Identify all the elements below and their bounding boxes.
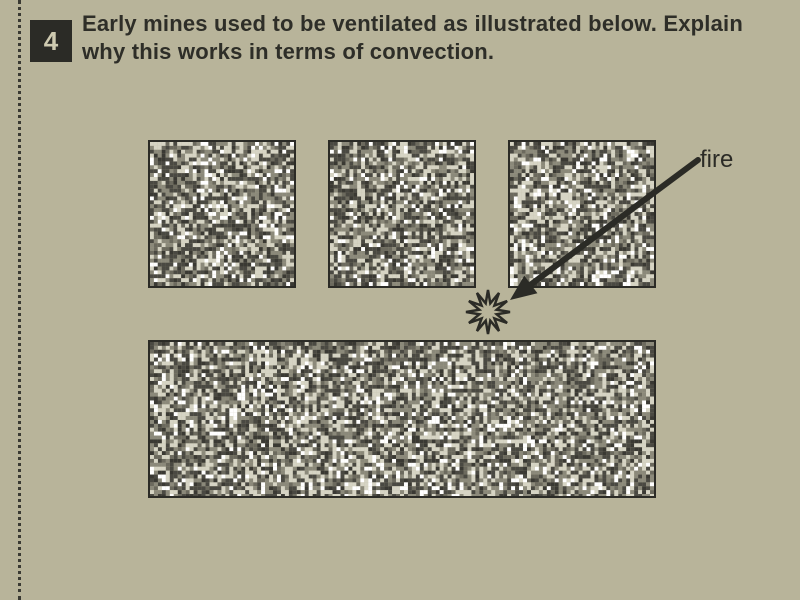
rock-block-bottom (148, 340, 656, 498)
question-row: 4 Early mines used to be ventilated as i… (30, 10, 770, 65)
diagram-area: fire (0, 140, 800, 540)
question-text: Early mines used to be ventilated as ill… (82, 10, 770, 65)
fire-label: fire (700, 146, 733, 174)
arrow-icon (490, 140, 718, 320)
rock-block-top-1 (148, 140, 296, 288)
rock-block-top-2 (328, 140, 476, 288)
question-number-badge: 4 (30, 20, 72, 62)
